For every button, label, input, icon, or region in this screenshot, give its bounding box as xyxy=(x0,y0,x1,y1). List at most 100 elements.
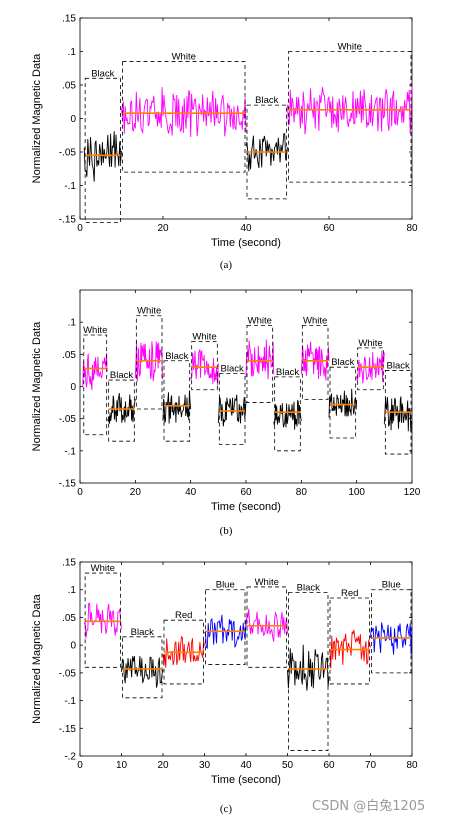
x-tick-label: 60 xyxy=(240,487,252,498)
segment-label: White xyxy=(83,325,107,336)
x-axis-label: Time (second) xyxy=(211,237,281,249)
segment-box xyxy=(329,366,357,439)
segment-box xyxy=(218,373,246,445)
segment-label: White xyxy=(172,52,196,63)
segment-box xyxy=(246,324,274,403)
signal-trace-white xyxy=(134,341,164,382)
x-tick-label: 120 xyxy=(404,487,421,498)
panel-caption: (b) xyxy=(220,525,233,537)
segment-label: Black xyxy=(255,95,278,106)
x-tick-label: 80 xyxy=(296,487,308,498)
segment-label: White xyxy=(303,315,327,326)
segment-label: White xyxy=(255,577,279,588)
x-tick-label: 40 xyxy=(185,487,197,498)
x-tick-label: 20 xyxy=(157,760,169,771)
chart-panel-b: -.15 -.1 -.05 0 .05 .1 0 20 40 60 80 100 120 Time (se… xyxy=(31,289,421,537)
signal-trace-black xyxy=(121,655,164,688)
y-tick-label: .1 xyxy=(68,585,77,596)
plot-frame xyxy=(79,289,413,484)
segment-label: Blue xyxy=(216,580,235,591)
watermark: CSDN @白兔1205 xyxy=(312,798,425,814)
signal-trace-white xyxy=(190,349,219,386)
segment-label: Black xyxy=(387,360,410,371)
segment-box xyxy=(301,324,329,400)
x-tick-label: 40 xyxy=(240,223,252,234)
segment-box xyxy=(288,592,329,751)
y-tick-label: .05 xyxy=(62,613,76,624)
segment-box xyxy=(83,334,108,436)
segment-label: Red xyxy=(341,588,358,599)
segment-box xyxy=(246,586,287,668)
y-tick-label: .15 xyxy=(62,14,76,25)
segment-label: Black xyxy=(110,370,133,381)
x-tick-label: 50 xyxy=(282,760,294,771)
signal-trace-white xyxy=(300,341,330,381)
panel-caption: (c) xyxy=(220,803,233,815)
y-tick-label: .05 xyxy=(62,350,76,361)
segment-label: Black xyxy=(297,582,320,593)
y-tick-label: -.1 xyxy=(64,181,76,192)
x-tick-label: 100 xyxy=(348,487,365,498)
y-tick-label: -.05 xyxy=(59,668,77,679)
y-tick-label: -.1 xyxy=(64,696,76,707)
y-tick-label: .05 xyxy=(62,81,76,92)
y-tick-label: 0 xyxy=(70,114,76,125)
x-axis-label: Time (second) xyxy=(211,501,281,513)
y-tick-label: -.15 xyxy=(59,479,77,490)
y-tick-label: .1 xyxy=(68,318,77,329)
segment-label: Black xyxy=(221,364,244,375)
signal-trace-black xyxy=(217,394,247,427)
segment-label: White xyxy=(248,315,272,326)
signal-trace-black xyxy=(245,132,288,172)
x-tick-label: 0 xyxy=(77,223,83,234)
signal-trace-blue xyxy=(370,622,413,655)
y-tick-label: 0 xyxy=(70,382,76,393)
x-tick-label: 10 xyxy=(116,760,128,771)
chart-panel-c: -.2 -.15 -.1 -.05 0 .05 .1 .15 0 10 20 30 40 50 60 70 80… xyxy=(31,558,418,816)
segment-box xyxy=(357,347,384,391)
segment-box xyxy=(122,61,246,173)
segment-label: Black xyxy=(276,367,299,378)
segment-label: Black xyxy=(165,351,188,362)
y-axis-label: Normalized Magnetic Data xyxy=(31,53,43,183)
plot-frame xyxy=(79,561,413,757)
x-tick-label: 80 xyxy=(406,760,418,771)
y-tick-label: -.05 xyxy=(59,414,77,425)
segment-label: White xyxy=(137,306,161,317)
segment-label: Black xyxy=(331,357,354,368)
segment-box xyxy=(108,379,135,442)
signal-trace-black xyxy=(287,644,330,691)
x-tick-label: 80 xyxy=(406,223,418,234)
x-tick-label: 0 xyxy=(77,760,83,771)
y-tick-label: -.2 xyxy=(64,752,76,763)
y-tick-label: -.15 xyxy=(59,724,77,735)
x-tick-label: 40 xyxy=(240,760,252,771)
signal-trace-white xyxy=(245,339,275,380)
segment-label: Black xyxy=(91,68,114,79)
x-tick-label: 60 xyxy=(323,760,335,771)
signal-trace-white xyxy=(82,352,108,391)
y-axis-label: Normalized Magnetic Data xyxy=(31,321,43,451)
y-axis-label: Normalized Magnetic Data xyxy=(31,593,43,723)
signal-trace-black xyxy=(162,390,192,424)
segment-label: Blue xyxy=(382,580,401,591)
segment-label: Red xyxy=(175,610,192,621)
segment-label: Black xyxy=(131,627,154,638)
segment-box xyxy=(122,636,163,699)
y-tick-label: -.1 xyxy=(64,446,76,457)
x-tick-label: 70 xyxy=(365,760,377,771)
chart-panel-a: -.15 -.1 -.05 0 .05 .1 .15 0 20 40 60 80 Time (secon… xyxy=(31,14,418,272)
y-tick-label: -.05 xyxy=(59,148,77,159)
signal-trace-white xyxy=(83,602,122,639)
segment-box xyxy=(205,589,246,665)
panel-caption: (a) xyxy=(220,259,233,271)
segment-box xyxy=(371,589,412,674)
signal-trace-white xyxy=(121,87,247,138)
signal-trace-white xyxy=(245,608,288,642)
y-tick-label: .1 xyxy=(68,47,77,58)
segment-box xyxy=(84,77,121,223)
segment-label: White xyxy=(91,563,115,574)
signal-trace-white xyxy=(287,85,413,135)
x-tick-label: 60 xyxy=(323,223,335,234)
